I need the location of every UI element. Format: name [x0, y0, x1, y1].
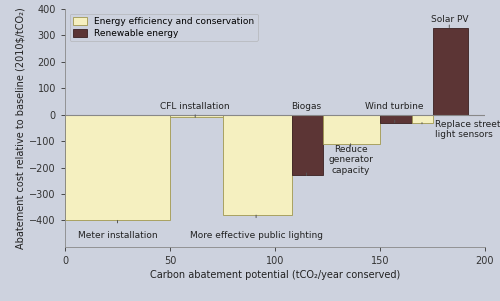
Text: More effective public lighting: More effective public lighting [190, 231, 322, 240]
Bar [292, 115, 324, 175]
Y-axis label: Abatement cost relative to baseline (2010$/tCO₂): Abatement cost relative to baseline (201… [15, 7, 25, 249]
Bar [65, 115, 170, 220]
X-axis label: Carbon abatement potential (tCO₂/year conserved): Carbon abatement potential (tCO₂/year co… [150, 270, 400, 280]
Bar [380, 115, 412, 123]
Legend: Energy efficiency and conservation, Renewable energy: Energy efficiency and conservation, Rene… [70, 14, 258, 41]
Bar [222, 115, 292, 215]
Text: Reduce
generator
capacity: Reduce generator capacity [328, 145, 373, 175]
Bar [324, 115, 380, 144]
Text: Meter installation: Meter installation [78, 231, 158, 240]
Text: Biogas: Biogas [292, 102, 322, 111]
Bar [432, 27, 468, 115]
Bar [412, 115, 432, 123]
Text: CFL installation: CFL installation [160, 102, 230, 111]
Text: Solar PV: Solar PV [430, 15, 468, 24]
Text: Replace street
light sensors: Replace street light sensors [434, 119, 500, 139]
Bar [170, 115, 222, 117]
Text: Wind turbine: Wind turbine [366, 102, 424, 111]
